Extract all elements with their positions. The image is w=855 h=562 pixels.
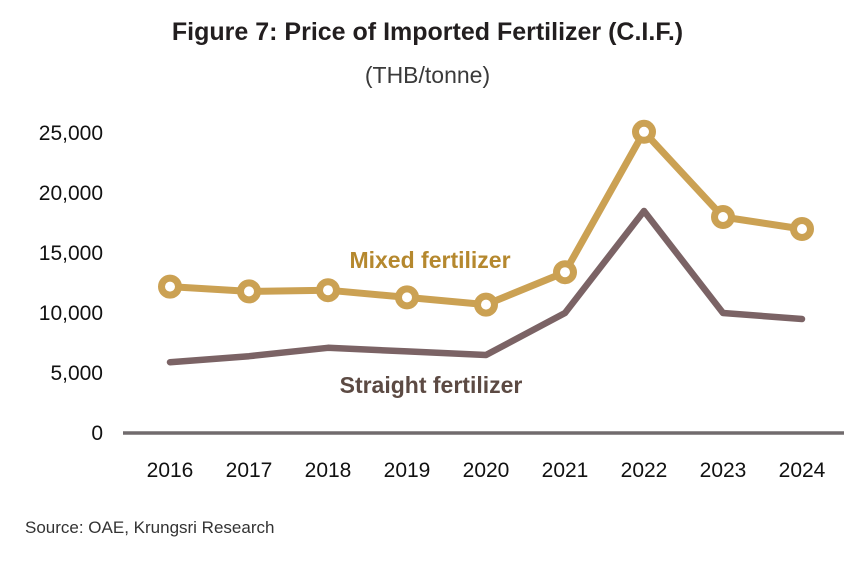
mixed-fertilizer-series-label: Mixed fertilizer	[349, 247, 510, 273]
x-tick-label: 2020	[463, 459, 510, 482]
x-tick-label: 2024	[779, 459, 826, 482]
mixed-fertilizer-marker	[790, 217, 814, 241]
chart-title: Figure 7: Price of Imported Fertilizer (…	[171, 18, 684, 46]
y-tick-label: 25,000	[39, 122, 103, 145]
y-tick-label: 15,000	[39, 242, 103, 265]
mixed-fertilizer-marker	[237, 279, 261, 304]
mixed-fertilizer-marker	[553, 260, 577, 285]
source-attribution: Source: OAE, Krungsri Research	[25, 518, 275, 537]
mixed-fertilizer-line	[166, 128, 806, 309]
y-tick-label: 0	[91, 422, 103, 445]
mixed-fertilizer-marker	[395, 285, 419, 310]
x-tick-label: 2023	[700, 459, 747, 482]
x-tick-label: 2021	[542, 459, 589, 482]
x-tick-label: 2019	[384, 459, 431, 482]
mixed-fertilizer-marker	[158, 274, 182, 299]
y-tick-label: 20,000	[39, 182, 103, 205]
y-tick-label: 5,000	[50, 362, 103, 385]
y-tick-label: 10,000	[39, 302, 103, 325]
mixed-fertilizer-marker	[711, 205, 735, 229]
straight-fertilizer-line	[166, 207, 806, 366]
mixed-fertilizer-marker	[632, 119, 656, 144]
x-tick-label: 2018	[305, 459, 352, 482]
straight-fertilizer-series-label: Straight fertilizer	[340, 372, 523, 398]
mixed-fertilizer-marker	[316, 278, 340, 303]
x-tick-label: 2017	[226, 459, 273, 482]
x-tick-label: 2022	[621, 459, 668, 482]
x-tick-label: 2016	[147, 459, 194, 482]
mixed-fertilizer-marker	[474, 292, 498, 317]
chart-unit-subtitle: (THB/tonne)	[364, 62, 491, 88]
